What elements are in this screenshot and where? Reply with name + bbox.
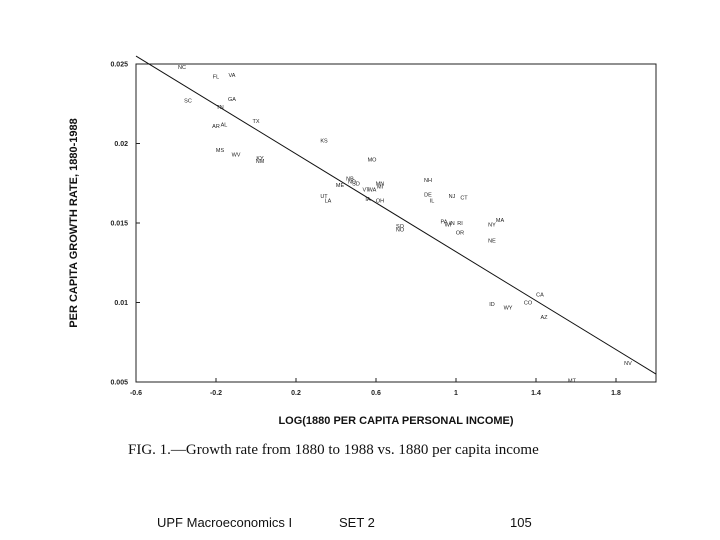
x-tick-label: 0.2 — [291, 390, 301, 397]
point-label-nd: ND — [348, 180, 356, 186]
x-tick-label: -0.6 — [130, 390, 142, 397]
point-label-sd: SD — [352, 181, 360, 187]
point-label-mt: MT — [568, 378, 577, 384]
point-label-ga: GA — [228, 97, 236, 103]
point-label-wi: WI — [445, 223, 452, 229]
point-label-vt: VT — [362, 188, 370, 194]
point-label-co: CO — [524, 301, 533, 307]
point-label-nb: NB — [346, 176, 354, 182]
point-label-fl: FL — [213, 75, 219, 81]
point-label-in: IN — [449, 221, 455, 227]
point-label-nm: NM — [256, 159, 265, 165]
point-label-il: IL — [430, 199, 435, 205]
point-label-me: ME — [336, 183, 345, 189]
point-label-nj: NJ — [449, 194, 456, 200]
point-label-ar: AR — [212, 124, 220, 130]
point-label-so: SO — [396, 224, 405, 230]
point-label-ut: UT — [320, 194, 328, 200]
point-label-nh: NH — [424, 178, 432, 184]
footer-page-number: 105 — [510, 515, 532, 530]
x-tick-label: 0.6 — [371, 390, 381, 397]
plot-frame — [135, 63, 657, 383]
x-tick-label: 1.4 — [531, 390, 541, 397]
point-label-wv: WV — [232, 153, 241, 159]
x-axis-ticks: -0.6 -0.2 0.2 0.6 1 1.4 1.8 — [130, 378, 621, 397]
point-label-wa: WA — [368, 188, 377, 194]
point-label-mn: MN — [376, 181, 385, 187]
point-label-va: VA — [229, 73, 236, 79]
x-tick-label: 1 — [454, 390, 458, 397]
point-label-de: DE — [424, 192, 432, 198]
point-label-mi: MI — [377, 184, 384, 190]
y-tick-label: 0.005 — [110, 380, 128, 387]
point-label-or: OR — [456, 231, 464, 237]
y-tick-label: 0.01 — [114, 300, 128, 307]
y-tick-label: 0.02 — [114, 141, 128, 148]
point-label-no: NO — [396, 227, 405, 233]
point-label-ky: KY — [256, 156, 264, 162]
point-label-ca: CA — [536, 293, 544, 299]
y-tick-label: 0.015 — [110, 221, 128, 228]
figure-caption: FIG. 1.—Growth rate from 1880 to 1988 vs… — [128, 442, 539, 458]
point-label-sc: SC — [184, 99, 192, 105]
y-tick-label: 0.025 — [110, 62, 128, 69]
point-label-ks: KS — [320, 138, 328, 144]
point-label-oh: OH — [376, 199, 384, 205]
point-label-tx: TX — [252, 119, 259, 125]
point-label-wy: WY — [504, 305, 513, 311]
point-label-ms: MS — [216, 148, 225, 154]
point-label-ne: NE — [488, 238, 496, 244]
footer-set-label: SET 2 — [339, 515, 375, 530]
point-label-al: AL — [221, 122, 228, 128]
y-axis-ticks: 0.005 0.01 0.015 0.02 0.025 — [110, 62, 140, 387]
point-label-nc: NC — [178, 65, 186, 71]
footer-course-title: UPF Macroeconomics I — [157, 515, 293, 530]
y-axis-title: PER CAPITA GROWTH RATE, 1880-1988 — [68, 118, 80, 327]
point-label-az: AZ — [540, 315, 548, 321]
point-label-pa: PA — [441, 219, 448, 225]
x-tick-label: -0.2 — [210, 390, 222, 397]
point-label-tn: TN — [216, 105, 223, 111]
point-label-ri: RI — [457, 221, 463, 227]
point-label-mo: MO — [368, 157, 378, 163]
point-label-la: LA — [325, 199, 332, 205]
fit-line — [135, 55, 657, 375]
x-axis-title: LOG(1880 PER CAPITA PERSONAL INCOME) — [278, 415, 513, 427]
point-label-nv: NV — [624, 361, 632, 367]
point-label-ct: CT — [460, 196, 468, 202]
point-label-ma: MA — [496, 218, 505, 224]
x-tick-label: 1.8 — [611, 390, 621, 397]
point-label-ny: NY — [488, 223, 496, 229]
point-label-id: ID — [489, 302, 495, 308]
point-label-ia: IA — [365, 197, 371, 203]
